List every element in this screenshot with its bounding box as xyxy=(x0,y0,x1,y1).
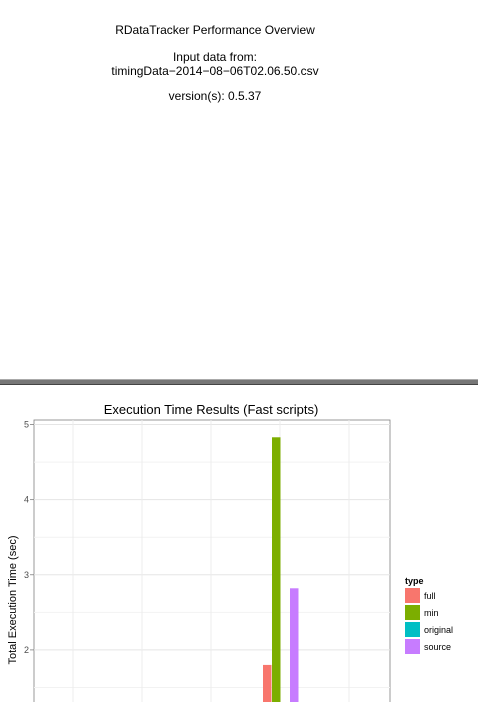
y-axis-label: Total Execution Time (sec) xyxy=(7,536,19,665)
y-tick-label: 3 xyxy=(24,570,29,580)
legend-label-full: full xyxy=(424,591,436,601)
y-tick-label: 4 xyxy=(24,495,29,505)
bar-source xyxy=(290,588,299,702)
input-file: timingData−2014−08−06T02.06.50.csv xyxy=(0,64,430,78)
y-tick-label: 5 xyxy=(24,420,29,430)
version-text: version(s): 0.5.37 xyxy=(0,89,430,103)
execution-time-chart: Execution Time Results (Fast scripts) 2 3… xyxy=(0,386,478,702)
chart-title: Execution Time Results (Fast scripts) xyxy=(104,402,319,417)
y-axis: 2 3 4 5 xyxy=(24,420,34,655)
legend-key-original xyxy=(405,622,420,637)
legend-title: type xyxy=(405,576,424,586)
legend-key-min xyxy=(405,605,420,620)
page-divider xyxy=(0,379,478,385)
y-tick-label: 2 xyxy=(24,645,29,655)
legend: type full min original source xyxy=(405,576,453,654)
legend-key-source xyxy=(405,639,420,654)
input-label: Input data from: xyxy=(0,50,430,64)
legend-label-original: original xyxy=(424,625,453,635)
legend-key-full xyxy=(405,588,420,603)
report-title: RDataTracker Performance Overview xyxy=(0,23,430,37)
legend-label-min: min xyxy=(424,608,439,618)
bar-min xyxy=(272,437,281,702)
bar-full xyxy=(263,665,272,702)
legend-label-source: source xyxy=(424,642,451,652)
